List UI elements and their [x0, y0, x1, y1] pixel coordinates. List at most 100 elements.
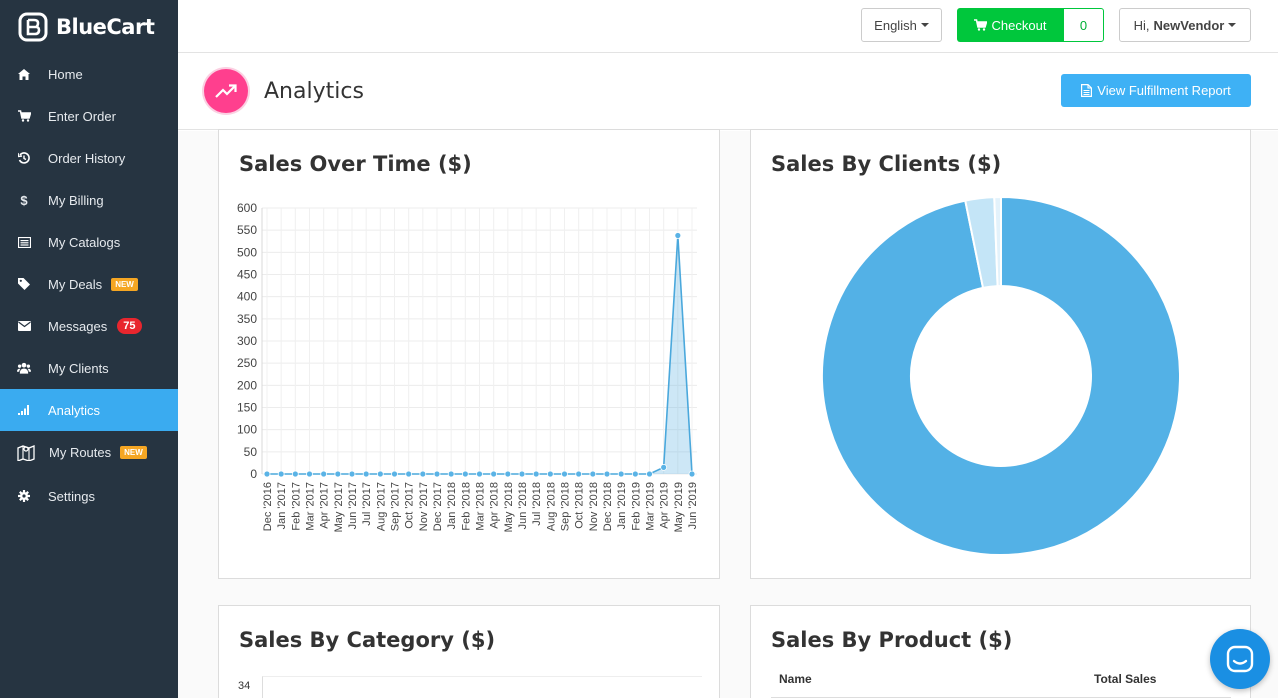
data-point: [391, 470, 398, 478]
y-tick-label: 0: [250, 467, 257, 481]
unread-count-badge: 75: [117, 318, 142, 334]
x-tick-label: May '2018: [503, 482, 515, 532]
data-point: [532, 470, 540, 478]
users-icon: [17, 361, 31, 375]
sales-by-product-panel: Sales By Product ($) Name Total Sales: [750, 605, 1251, 698]
caret-down-icon: [1228, 23, 1237, 27]
sidebar-item-label: Home: [48, 66, 83, 82]
trending-up-icon: [204, 69, 248, 113]
dollar-icon: $: [20, 192, 28, 208]
sidebar-item-home[interactable]: Home: [0, 53, 178, 95]
sidebar-item-analytics[interactable]: Analytics: [0, 389, 178, 431]
sidebar-item-label: Messages: [48, 318, 108, 334]
page-header: Analytics View Fulfillment Report: [178, 53, 1278, 130]
sales-over-time-panel: Sales Over Time ($) 0 50 100 150 200 250 300 35…: [218, 129, 720, 579]
data-point: [433, 470, 441, 478]
product-table-header: Name Total Sales: [771, 672, 1231, 698]
view-fulfillment-report-button[interactable]: View Fulfillment Report: [1061, 74, 1251, 107]
x-tick-label: Sep '2018: [560, 482, 572, 531]
x-tick-label: Apr '2017: [319, 482, 331, 529]
y-tick-label: 100: [237, 423, 257, 437]
sidebar-item-label: My Billing: [48, 192, 104, 208]
data-point: [603, 470, 611, 478]
data-point: [575, 470, 583, 478]
x-tick-label: Mar '2018: [475, 482, 487, 531]
y-tick-label: 450: [237, 268, 257, 282]
x-tick-label: Jun '2019: [687, 482, 699, 529]
sidebar-item-settings[interactable]: Settings: [0, 475, 178, 517]
data-point: [646, 470, 653, 478]
y-tick-label: 150: [237, 401, 257, 415]
sidebar-item-my-billing[interactable]: $ My Billing: [0, 179, 178, 221]
x-tick-label: Oct '2018: [574, 482, 586, 529]
sidebar-item-label: My Catalogs: [48, 234, 121, 250]
cart-count[interactable]: 0: [1063, 8, 1104, 42]
pie-slice: [993, 196, 1002, 288]
x-tick-label: May '2019: [673, 482, 685, 532]
data-point: [419, 470, 427, 478]
data-point: [263, 470, 271, 478]
panel-title: Sales Over Time ($): [239, 152, 472, 176]
sales-over-time-chart: 0 50 100 150 200 250 300 350 400 450 500 550 600 Dec …: [237, 201, 699, 532]
data-point: [589, 470, 597, 478]
sales-by-clients-panel: Sales By Clients ($): [750, 129, 1251, 579]
sidebar-item-messages[interactable]: Messages 75: [0, 305, 178, 347]
pie-slice: [821, 196, 1181, 556]
data-point: [334, 470, 342, 478]
sidebar-item-order-history[interactable]: Order History: [0, 137, 178, 179]
sidebar-item-label: Enter Order: [48, 108, 116, 124]
x-tick-label: Jan '2018: [446, 482, 458, 529]
file-icon: [1081, 84, 1093, 97]
sidebar-item-my-clients[interactable]: My Clients: [0, 347, 178, 389]
language-dropdown[interactable]: English: [861, 8, 942, 42]
y-tick-label: 500: [237, 245, 257, 259]
sales-by-category-panel: Sales By Category ($) 34: [218, 605, 720, 698]
data-point: [674, 232, 682, 239]
y-tick-label: 300: [237, 334, 257, 348]
chat-launcher-button[interactable]: [1210, 629, 1270, 689]
data-point: [291, 470, 299, 478]
y-tick-label: 200: [237, 378, 257, 392]
checkout-label: Checkout: [991, 17, 1047, 33]
sidebar-item-my-catalogs[interactable]: My Catalogs: [0, 221, 178, 263]
x-tick-label: Jun '2017: [347, 482, 359, 529]
sidebar-item-label: My Clients: [48, 360, 109, 376]
brand[interactable]: BlueCart: [0, 0, 178, 53]
data-point: [518, 470, 526, 478]
x-tick-label: Sep '2017: [390, 482, 402, 531]
report-button-label: View Fulfillment Report: [1097, 83, 1231, 98]
user-menu-dropdown[interactable]: Hi, NewVendor: [1119, 8, 1251, 42]
x-tick-label: Nov '2018: [588, 482, 600, 531]
column-header-total-sales[interactable]: Total Sales: [1094, 672, 1157, 686]
sidebar-item-label: Order History: [48, 150, 126, 166]
y-tick-label: 50: [244, 445, 258, 459]
checkout-button[interactable]: Checkout: [957, 8, 1063, 42]
sidebar-item-my-routes[interactable]: My Routes NEW: [0, 431, 178, 473]
language-label: English: [874, 17, 917, 33]
x-tick-label: Feb '2018: [460, 482, 472, 531]
data-point: [306, 470, 313, 478]
catalog-icon: [17, 235, 31, 249]
x-tick-label: Mar '2019: [645, 482, 657, 531]
sidebar-item-label: Settings: [48, 488, 95, 504]
x-tick-label: Jan '2017: [276, 482, 288, 529]
data-point: [348, 470, 356, 478]
x-tick-label: Dec '2016: [262, 482, 274, 531]
history-icon: [17, 151, 31, 165]
data-point: [688, 470, 696, 478]
x-tick-label: Mar '2017: [305, 482, 317, 531]
brand-name: BlueCart: [56, 14, 155, 39]
x-tick-label: May '2017: [333, 482, 345, 532]
data-point: [561, 470, 568, 478]
data-point: [447, 470, 455, 478]
column-header-name[interactable]: Name: [779, 672, 812, 686]
signal-icon: [17, 403, 31, 417]
y-tick-label: 34: [238, 680, 251, 692]
page-title: Analytics: [264, 79, 364, 104]
y-tick-label: 600: [237, 201, 257, 215]
data-point: [277, 470, 285, 478]
x-tick-label: Oct '2017: [404, 482, 416, 529]
user-name: NewVendor: [1153, 17, 1225, 33]
sidebar-item-my-deals[interactable]: My Deals NEW: [0, 263, 178, 305]
sidebar-item-enter-order[interactable]: Enter Order: [0, 95, 178, 137]
